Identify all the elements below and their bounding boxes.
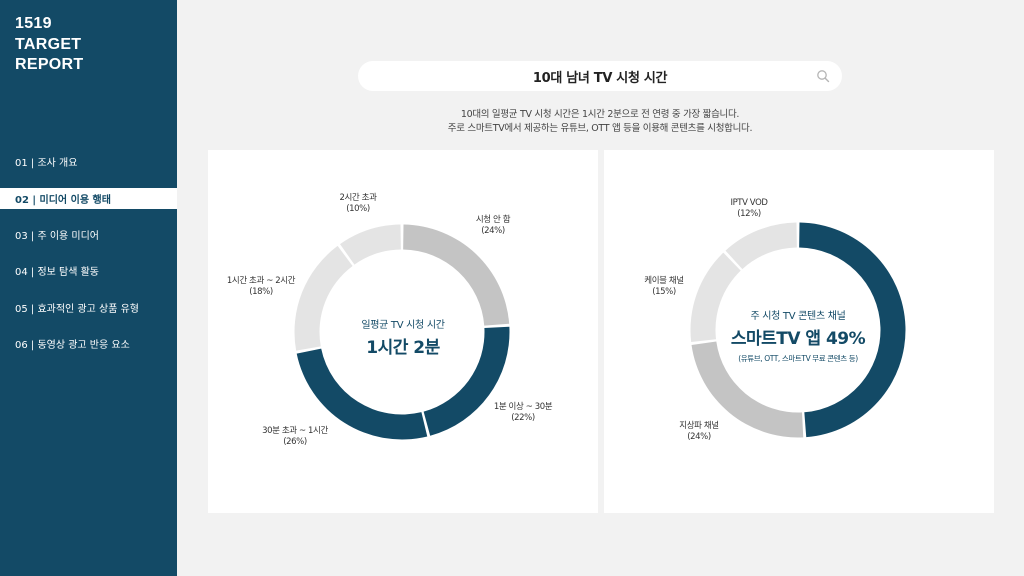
brand-line: 1519 (15, 15, 52, 32)
slice-label-name: 시청 안 함 (475, 215, 511, 225)
sidebar-item-main-media[interactable]: 03 | 주 이용 미디어 (15, 230, 100, 242)
slice-label: 케이블 채널 (15%) (629, 276, 699, 298)
brand-logo: 1519 TARGET REPORT (15, 14, 83, 76)
donut-chart-viewing-time (294, 224, 510, 440)
chart-center-label: 일평균 TV 시청 시간 1시간 2분 (303, 316, 503, 358)
title-search-bar[interactable]: 10대 남녀 TV 시청 시간 (358, 61, 842, 91)
donut-slice (691, 341, 804, 438)
center-caption: 일평균 TV 시청 시간 (361, 320, 445, 331)
slice-label-name: 케이블 채널 (644, 276, 684, 286)
slice-label-pct: (18%) (249, 287, 273, 297)
donut-slice (690, 252, 741, 342)
donut-slice (799, 222, 906, 438)
donut-slice (725, 222, 797, 270)
brand-line: REPORT (15, 56, 84, 73)
sidebar-item-media-usage[interactable]: 02 | 미디어 이용 행태 (0, 187, 177, 209)
donut-slice (423, 326, 510, 436)
brand-line: TARGET (15, 35, 82, 53)
donut-slice (340, 224, 401, 265)
search-icon[interactable] (816, 69, 830, 83)
donut-chart-content-channel (690, 222, 906, 438)
sidebar-nav: 01 | 조사 개요 02 | 미디어 이용 행태 03 | 주 이용 미디어 … (0, 143, 177, 362)
center-caption: 주 시청 TV 콘텐츠 채널 (750, 311, 846, 322)
page-description: 10대의 일평균 TV 시청 시간은 1시간 2분으로 전 연령 중 가장 짧습… (358, 108, 842, 135)
slice-label-name: 지상파 채널 (679, 421, 719, 431)
slice-label-name: 1분 이상 ~ 30분 (493, 402, 553, 412)
slice-label: 1시간 초과 ~ 2시간 (18%) (216, 276, 306, 298)
slice-label-name: 2시간 초과 (339, 193, 377, 203)
slice-label: 시청 안 함 (24%) (458, 215, 528, 237)
slice-label-pct: (24%) (481, 226, 505, 236)
slice-label: 30분 초과 ~ 1시간 (26%) (250, 426, 340, 448)
donut-slice (296, 348, 428, 440)
slice-label-pct: (26%) (283, 437, 307, 447)
slice-label-pct: (15%) (652, 287, 676, 297)
slice-label-pct: (24%) (687, 432, 711, 442)
description-line: 10대의 일평균 TV 시청 시간은 1시간 2분으로 전 연령 중 가장 짧습… (460, 109, 740, 120)
sidebar-item-video-ad[interactable]: 06 | 동영상 광고 반응 요소 (15, 340, 130, 352)
chart-center-label: 주 시청 TV 콘텐츠 채널 스마트TV 앱 49% (유튜브, OTT, 스마… (698, 307, 898, 364)
slice-label-pct: (22%) (511, 413, 535, 423)
chart-panel-content-channel: 주 시청 TV 콘텐츠 채널 스마트TV 앱 49% (유튜브, OTT, 스마… (604, 150, 994, 513)
slice-label-name: IPTV VOD (730, 198, 768, 208)
slice-label-name: 30분 초과 ~ 1시간 (262, 426, 328, 436)
center-value: 스마트TV 앱 49% (730, 329, 866, 349)
page-title: 10대 남녀 TV 시청 시간 (532, 70, 668, 86)
donut-slice (294, 245, 353, 351)
slice-label: 1분 이상 ~ 30분 (22%) (478, 402, 568, 424)
sidebar-item-info-search[interactable]: 04 | 정보 탐색 활동 (15, 267, 100, 279)
slice-label-pct: (10%) (346, 204, 370, 214)
donut-segments (294, 224, 510, 440)
sidebar-item-survey-overview[interactable]: 01 | 조사 개요 (15, 157, 78, 169)
donut-segments (690, 222, 906, 438)
slice-label-name: 1시간 초과 ~ 2시간 (226, 276, 296, 286)
slice-label: IPTV VOD (12%) (714, 198, 784, 220)
donut-slice (403, 224, 510, 326)
slice-label: 2시간 초과 (10%) (323, 193, 393, 215)
center-value: 1시간 2분 (366, 338, 440, 358)
chart-panel-viewing-time: 일평균 TV 시청 시간 1시간 2분 시청 안 함 (24%) 1분 이상 ~… (208, 150, 598, 513)
slice-label-pct: (12%) (737, 209, 761, 219)
sidebar-item-ad-products[interactable]: 05 | 효과적인 광고 상품 유형 (15, 303, 139, 315)
description-line: 주로 스마트TV에서 제공하는 유튜브, OTT 앱 등을 이용해 콘텐츠를 시… (447, 122, 753, 134)
center-note: (유튜브, OTT, 스마트TV 무료 콘텐츠 등) (738, 354, 858, 363)
slice-label: 지상파 채널 (24%) (664, 421, 734, 443)
sidebar: 1519 TARGET REPORT 01 | 조사 개요 02 | 미디어 이… (0, 0, 177, 576)
